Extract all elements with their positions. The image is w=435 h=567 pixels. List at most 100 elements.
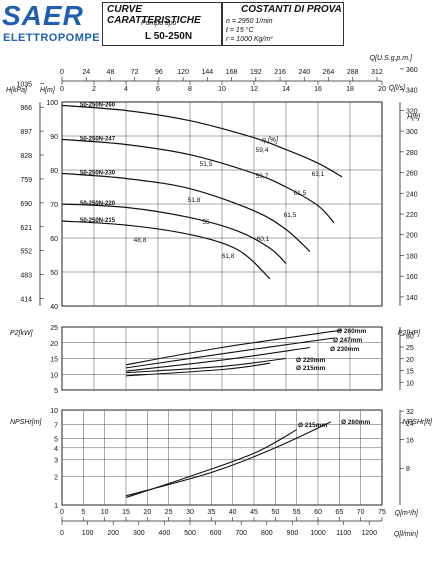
speed-constant: n = 2950 1/min	[226, 18, 273, 25]
head-ft-tick-label: 160	[406, 274, 418, 281]
efficiency-label: 59,4	[256, 147, 269, 154]
bottom-m3h-label: 75	[378, 509, 386, 516]
head-ft-title: H[ft]	[407, 114, 421, 121]
bottom-lmin-title: Q[l/min]	[394, 531, 419, 538]
power-y-tick-label: 15	[50, 357, 58, 364]
efficiency-label: 63,1	[312, 171, 325, 178]
efficiency-title: η [%]	[262, 137, 279, 144]
bottom-lmin-label: 1100	[336, 530, 351, 537]
npsh-y-tick-label: 1	[54, 503, 58, 510]
npsh-ft-title: NPSHr[ft]	[402, 419, 433, 426]
head-y-tick-label: 50	[50, 270, 58, 277]
top-axis-gpm-label: 120	[177, 69, 189, 76]
top-axis-gpm-label: 288	[347, 69, 359, 76]
head-y-tick-label: 100	[46, 100, 58, 107]
chart-header: SAER ELETTROPOMPE CURVE CARATTERISTICHE …	[0, 0, 435, 46]
efficiency-label: 60,1	[257, 236, 270, 243]
bottom-lmin-label: 200	[107, 530, 119, 537]
power-y-tick-label: 5	[54, 388, 58, 395]
power-y-tick-label: 20	[50, 341, 58, 348]
head-ft-tick-label: 300	[406, 129, 418, 136]
top-axis-ls-label: 8	[188, 86, 192, 93]
top-axis-gpm-label: 144	[202, 69, 214, 76]
head-curve-label: 50-250N-215	[80, 218, 116, 224]
efficiency-label: 51,5	[200, 161, 213, 168]
head-curve-3	[61, 203, 287, 264]
power-curve-4	[125, 362, 271, 377]
npsh-curve-label: Ø 260mm	[341, 419, 370, 426]
top-axis-ls-title: Q[l/s]	[389, 85, 406, 92]
top-axis-ls-label: 20	[378, 86, 386, 93]
bottom-m3h-label: 60	[314, 509, 322, 516]
top-axis-ls-label: 18	[346, 86, 354, 93]
top-axis-gpm-label: 216	[274, 69, 286, 76]
power-curve-2	[125, 346, 311, 372]
bottom-m3h-label: 20	[143, 509, 151, 516]
head-curve-label: 50-250N-230	[80, 170, 116, 176]
bottom-lmin-label: 900	[287, 530, 299, 537]
top-axis-gpm-label: 0	[60, 69, 64, 76]
power-hp-tick-label: 30	[406, 333, 414, 340]
bottom-m3h-label: 0	[60, 509, 64, 516]
head-curve-label: 50-250N-247	[80, 136, 116, 142]
power-y-tick-label: 25	[50, 325, 58, 332]
logo-main-text: SAER	[2, 0, 84, 31]
temperature-constant: t = 15 °C	[226, 27, 254, 34]
npsh-y-tick-label: 5	[54, 437, 58, 444]
efficiency-label: 51,8	[188, 197, 201, 204]
top-axis-ls-label: 0	[60, 86, 64, 93]
npsh-ft-tick-label: 8	[406, 466, 410, 473]
bottom-m3h-label: 70	[357, 509, 365, 516]
power-curve-label: Ø 230mm	[330, 346, 359, 353]
head-ft-tick-label: 220	[406, 212, 418, 219]
bottom-m3h-label: 40	[229, 509, 237, 516]
bottom-lmin-label: 600	[210, 530, 222, 537]
top-axis-gpm-label: 168	[226, 69, 238, 76]
head-kpa-tick-label: 621	[20, 225, 32, 232]
power-hp-tick-label: 15	[406, 369, 414, 376]
head-y-tick-label: 60	[50, 236, 58, 243]
bottom-lmin-label: 1200	[361, 530, 377, 537]
npsh-y-tick-label: 3	[54, 458, 58, 465]
top-axis-gpm-label: 192	[250, 69, 262, 76]
test-constants-title: COSTANTI DI PROVA	[241, 4, 342, 15]
npsh-y-tick-label: 2	[54, 474, 58, 481]
power-curve-label: Ø 260mm	[337, 328, 366, 335]
top-axis-gpm-label: 96	[155, 69, 163, 76]
head-ft-tick-label: 320	[406, 108, 418, 115]
bottom-m3h-label: 5	[81, 509, 85, 516]
npsh-chart-frame	[61, 409, 383, 506]
top-axis-gpm-label: 72	[131, 69, 139, 76]
bottom-m3h-label: 10	[101, 509, 109, 516]
npsh-y-tick-label: 4	[54, 446, 58, 453]
power-hp-tick-label: 10	[406, 380, 414, 387]
head-y-tick-label: 80	[50, 168, 58, 175]
head-kpa-tick-label: 828	[20, 153, 32, 160]
power-kw-title: P2[kW]	[10, 330, 34, 337]
head-curve-4	[61, 220, 271, 280]
bottom-m3h-label: 25	[165, 509, 173, 516]
head-kpa-tick-label: 690	[20, 201, 32, 208]
head-ft-tick-label: 360	[406, 67, 418, 74]
head-curve-label: 50-250N-220	[80, 201, 116, 207]
power-curve-0	[125, 329, 343, 366]
head-ft-tick-label: 180	[406, 253, 418, 260]
pump-model: L 50-250N	[145, 31, 193, 42]
power-curve-1	[125, 337, 335, 369]
top-axis-gpm-label: 48	[107, 69, 115, 76]
head-ft-tick-label: 140	[406, 295, 418, 302]
bottom-m3h-label: 55	[293, 509, 301, 516]
bottom-m3h-label: 35	[207, 509, 215, 516]
top-axis-ls-label: 2	[92, 86, 96, 93]
head-kpa-tick-label: 759	[20, 177, 32, 184]
bottom-m3h-label: 30	[186, 509, 194, 516]
pump-type-label: Pompa tipo	[141, 20, 177, 27]
head-kpa-tick-label: 483	[20, 273, 32, 280]
top-axis-ls-label: 10	[218, 86, 226, 93]
power-hp-title: P2[HP]	[398, 330, 421, 337]
head-ft-tick-label: 280	[406, 150, 418, 157]
power-curve-label: Ø 220mm	[296, 357, 325, 364]
npsh-curve-label: Ø 215mm	[298, 422, 327, 429]
power-y-tick-label: 10	[50, 372, 58, 379]
top-axis-gpm-label: 240	[298, 69, 310, 76]
